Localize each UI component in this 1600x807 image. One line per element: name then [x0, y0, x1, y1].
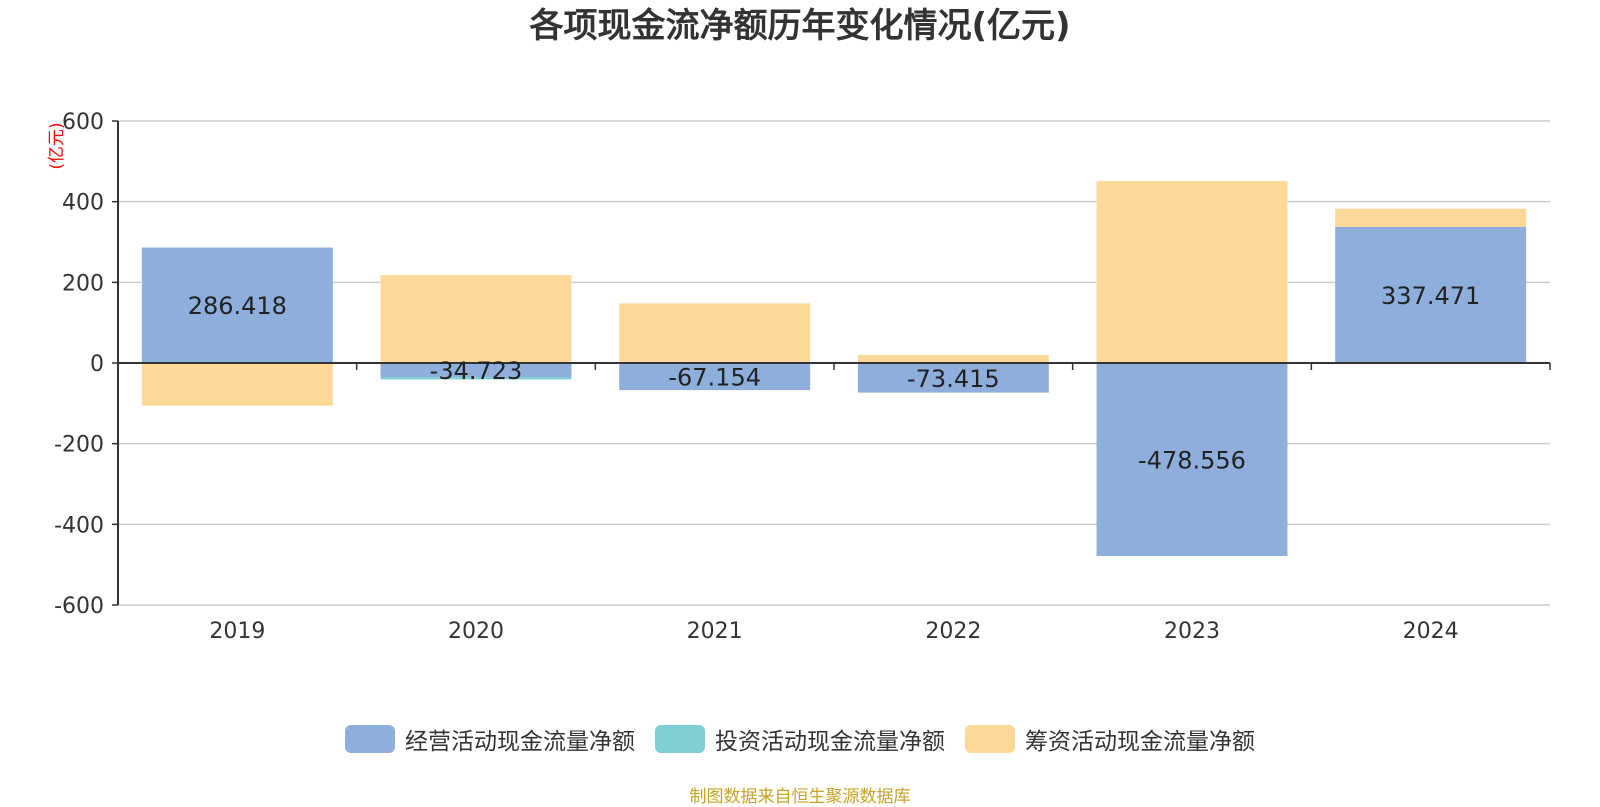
- bar-financing: [141, 363, 333, 406]
- bar-operating: [1335, 226, 1527, 363]
- source-note: 制图数据来自恒生聚源数据库: [689, 787, 911, 807]
- chart-title: 各项现金流净额历年变化情况(亿元): [529, 6, 1071, 46]
- data-label: -67.154: [668, 364, 761, 392]
- legend-label-operating: 经营活动现金流量净额: [405, 729, 635, 755]
- y-tick-label: 400: [62, 191, 104, 216]
- y-tick-label: 0: [90, 352, 104, 377]
- bar-financing: [619, 303, 811, 362]
- bar-operating: [619, 363, 811, 391]
- x-tick-label: 2022: [925, 619, 981, 644]
- y-axis-unit-label: (亿元): [47, 122, 67, 169]
- data-label: -478.556: [1138, 447, 1246, 475]
- bar-financing: [1335, 208, 1527, 227]
- bar-investing: [380, 377, 572, 380]
- legend-label-investing: 投资活动现金流量净额: [715, 729, 945, 755]
- x-tick-label: 2019: [209, 619, 265, 644]
- data-label: -73.415: [907, 365, 1000, 393]
- bar-operating: [1096, 363, 1288, 557]
- bar-financing: [857, 354, 1049, 363]
- data-label: -34.723: [430, 357, 523, 385]
- legend: 经营活动现金流量净额 投资活动现金流量净额 筹资活动现金流量净额: [0, 722, 1600, 756]
- bar-operating: [380, 363, 572, 378]
- legend-item-operating[interactable]: 经营活动现金流量净额: [345, 722, 635, 756]
- x-tick-label: 2023: [1164, 619, 1220, 644]
- y-tick-label: -400: [54, 513, 104, 538]
- data-label: 286.418: [188, 292, 287, 320]
- legend-item-investing[interactable]: 投资活动现金流量净额: [655, 722, 945, 756]
- legend-swatch-financing: [965, 725, 1015, 753]
- data-label: 337.471: [1381, 282, 1480, 310]
- legend-item-financing[interactable]: 筹资活动现金流量净额: [965, 722, 1255, 756]
- x-tick-label: 2021: [687, 619, 743, 644]
- legend-swatch-operating: [345, 725, 395, 753]
- y-tick-label: 200: [62, 271, 104, 296]
- bar-operating: [857, 363, 1049, 393]
- y-tick-label: -200: [54, 433, 104, 458]
- y-tick-label: -600: [54, 594, 104, 619]
- bar-operating: [141, 247, 333, 363]
- legend-label-financing: 筹资活动现金流量净额: [1025, 729, 1255, 755]
- bar-financing: [380, 275, 572, 363]
- x-tick-label: 2024: [1403, 619, 1459, 644]
- legend-swatch-investing: [655, 725, 705, 753]
- bar-financing: [1096, 181, 1288, 363]
- y-tick-label: 600: [62, 110, 104, 135]
- chart-plot: 600 400 200 0 -200 -400 -600 (亿元) 286.418 -34.723…: [47, 110, 1551, 644]
- x-tick-label: 2020: [448, 619, 504, 644]
